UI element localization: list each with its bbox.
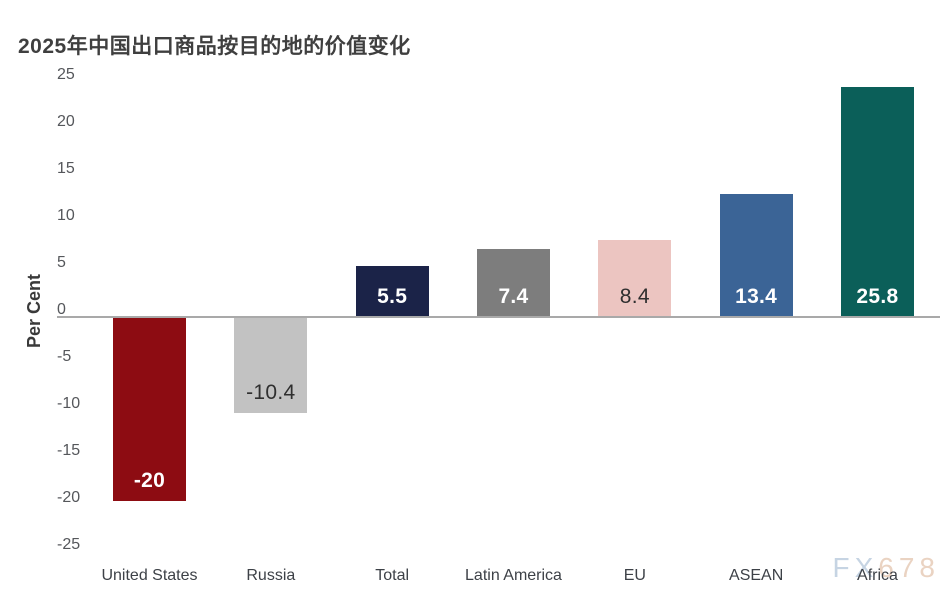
watermark-part-fx: FX <box>832 552 879 583</box>
y-tick-label: 10 <box>57 207 75 224</box>
bar-value-label: -10.4 <box>246 380 296 404</box>
bar-asean: 13.4 <box>719 193 793 317</box>
y-tick-label: -15 <box>57 442 81 459</box>
bar-value-label: 7.4 <box>498 284 529 308</box>
watermark-fx678: FX678 <box>833 552 941 584</box>
bar-value-label: 8.4 <box>619 284 650 308</box>
bar-value-label: 13.4 <box>735 284 778 308</box>
y-tick-label: 5 <box>57 254 66 271</box>
chart-title: 2025年中国出口商品按目的地的价值变化 <box>18 35 411 58</box>
x-category-label: EU <box>623 567 646 584</box>
y-tick-label: 0 <box>57 301 66 318</box>
x-category-label: Russia <box>246 567 296 584</box>
y-tick-label: 20 <box>57 113 75 130</box>
bar-russia: -10.4 <box>234 317 308 413</box>
x-axis-zero-line <box>57 316 940 318</box>
bar-value-label: 25.8 <box>856 285 899 308</box>
x-category-label: Latin America <box>465 567 562 584</box>
bar-total: 5.5 <box>355 266 429 317</box>
bar-latin-america: 7.4 <box>476 248 550 317</box>
watermark-part-678: 678 <box>878 552 940 583</box>
y-tick-label: -20 <box>57 489 81 506</box>
y-tick-label: 25 <box>57 66 75 83</box>
bar-eu: 8.4 <box>598 239 672 317</box>
y-tick-label: -10 <box>57 395 81 412</box>
bar-united-states: -20 <box>113 317 186 501</box>
x-category-label: Africa <box>857 567 898 584</box>
y-tick-label: 15 <box>57 160 75 177</box>
bar-value-label: -20 <box>133 469 166 492</box>
bar-value-label: 5.5 <box>377 284 408 308</box>
bar-africa: 25.8 <box>840 87 914 317</box>
x-category-label: ASEAN <box>729 567 784 584</box>
x-category-label: United States <box>101 567 198 584</box>
y-tick-label: -5 <box>57 348 72 365</box>
y-tick-label: -25 <box>57 536 81 553</box>
x-category-label: Total <box>375 567 410 584</box>
y-axis-title: Per Cent <box>24 273 44 349</box>
